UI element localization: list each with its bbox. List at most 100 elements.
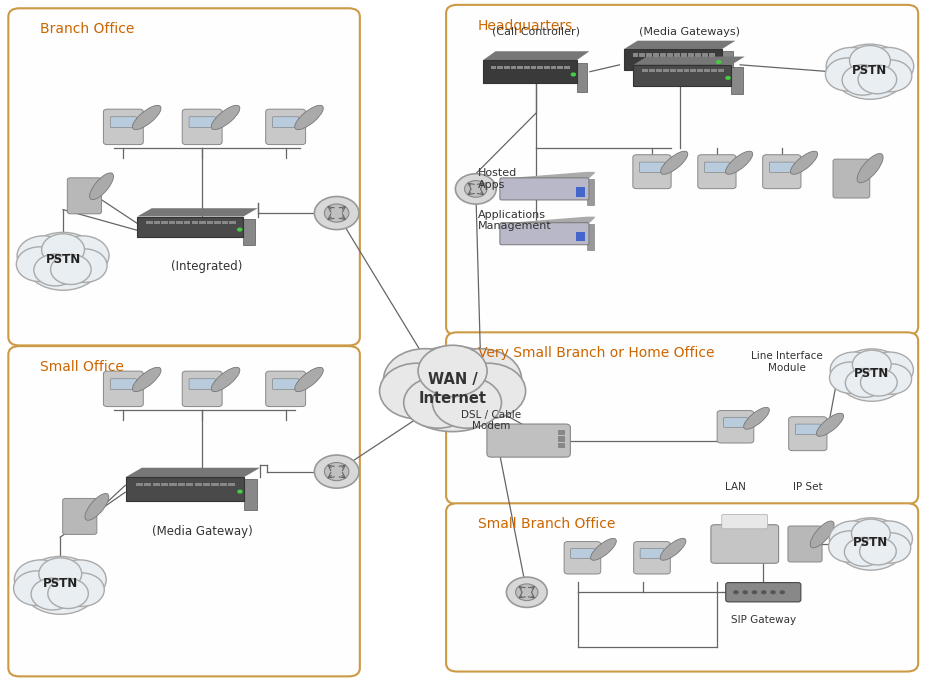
Circle shape [733, 590, 739, 594]
Polygon shape [137, 208, 258, 217]
Circle shape [833, 44, 907, 99]
Text: PSTN: PSTN [853, 64, 887, 77]
FancyBboxPatch shape [587, 224, 594, 250]
Circle shape [237, 227, 243, 231]
Bar [709, 53, 715, 56]
Bar [206, 220, 213, 224]
FancyBboxPatch shape [244, 218, 256, 245]
Text: Hosted
Apps: Hosted Apps [478, 168, 517, 190]
Circle shape [859, 538, 897, 565]
Circle shape [516, 584, 538, 600]
Circle shape [725, 76, 731, 80]
Circle shape [383, 349, 466, 410]
Circle shape [842, 65, 883, 95]
FancyBboxPatch shape [500, 222, 589, 245]
Bar [154, 220, 160, 224]
Bar [558, 436, 564, 442]
Polygon shape [502, 172, 594, 179]
Circle shape [39, 558, 82, 589]
Bar [229, 482, 235, 486]
Text: Headquarters: Headquarters [478, 19, 573, 33]
FancyBboxPatch shape [446, 332, 918, 504]
FancyBboxPatch shape [564, 541, 601, 574]
Circle shape [829, 521, 877, 557]
Circle shape [866, 352, 913, 388]
FancyBboxPatch shape [104, 109, 144, 145]
Bar [695, 53, 701, 56]
Text: Applications
Management: Applications Management [478, 210, 551, 231]
Ellipse shape [132, 368, 161, 391]
Circle shape [325, 204, 349, 222]
Ellipse shape [790, 152, 817, 174]
Bar [510, 65, 517, 69]
Bar [702, 53, 708, 56]
Text: (Call Controller): (Call Controller) [492, 27, 580, 37]
FancyBboxPatch shape [189, 379, 216, 390]
Bar [653, 53, 660, 56]
Text: PSTN: PSTN [43, 578, 77, 591]
Circle shape [571, 72, 577, 76]
Text: Small Office: Small Office [40, 360, 124, 374]
Bar [675, 53, 680, 56]
Bar [191, 220, 198, 224]
Circle shape [836, 518, 906, 570]
FancyBboxPatch shape [726, 582, 801, 602]
Ellipse shape [90, 173, 114, 199]
FancyBboxPatch shape [266, 109, 306, 145]
Bar [504, 65, 509, 69]
FancyBboxPatch shape [63, 498, 97, 534]
FancyBboxPatch shape [722, 51, 733, 78]
Bar [639, 53, 646, 56]
Bar [146, 220, 153, 224]
Ellipse shape [132, 106, 161, 130]
FancyBboxPatch shape [182, 371, 222, 407]
Bar [558, 430, 564, 435]
Circle shape [56, 236, 109, 275]
Bar [203, 482, 210, 486]
Ellipse shape [591, 539, 617, 560]
FancyBboxPatch shape [446, 5, 918, 335]
Ellipse shape [857, 154, 884, 183]
Circle shape [433, 377, 501, 428]
Bar [169, 220, 175, 224]
Circle shape [404, 377, 473, 428]
FancyBboxPatch shape [624, 49, 722, 70]
Polygon shape [624, 41, 735, 49]
Circle shape [17, 236, 70, 275]
Bar [531, 65, 536, 69]
FancyBboxPatch shape [104, 371, 144, 407]
Circle shape [863, 47, 913, 85]
Ellipse shape [810, 521, 834, 548]
Circle shape [829, 362, 871, 393]
Circle shape [48, 578, 89, 609]
Bar [212, 482, 218, 486]
Bar [195, 482, 202, 486]
Ellipse shape [295, 106, 324, 130]
Circle shape [752, 590, 758, 594]
FancyBboxPatch shape [833, 159, 870, 198]
Circle shape [826, 58, 870, 91]
Polygon shape [634, 56, 745, 65]
Circle shape [743, 590, 748, 594]
FancyBboxPatch shape [731, 67, 743, 94]
Circle shape [837, 349, 907, 401]
Bar [176, 220, 183, 224]
Bar [670, 69, 675, 72]
Bar [662, 69, 669, 72]
Circle shape [395, 346, 510, 432]
Bar [145, 482, 151, 486]
Bar [676, 69, 683, 72]
Bar [647, 53, 652, 56]
FancyBboxPatch shape [724, 418, 747, 427]
Circle shape [829, 531, 870, 562]
Bar [558, 443, 564, 448]
Bar [497, 65, 503, 69]
Text: DSL / Cable
Modem: DSL / Cable Modem [462, 409, 522, 431]
FancyBboxPatch shape [8, 8, 360, 345]
Bar [550, 65, 556, 69]
Circle shape [830, 352, 878, 388]
Circle shape [870, 363, 912, 394]
Text: SIP Gateway: SIP Gateway [731, 615, 796, 625]
FancyBboxPatch shape [500, 178, 589, 200]
FancyBboxPatch shape [482, 60, 577, 83]
